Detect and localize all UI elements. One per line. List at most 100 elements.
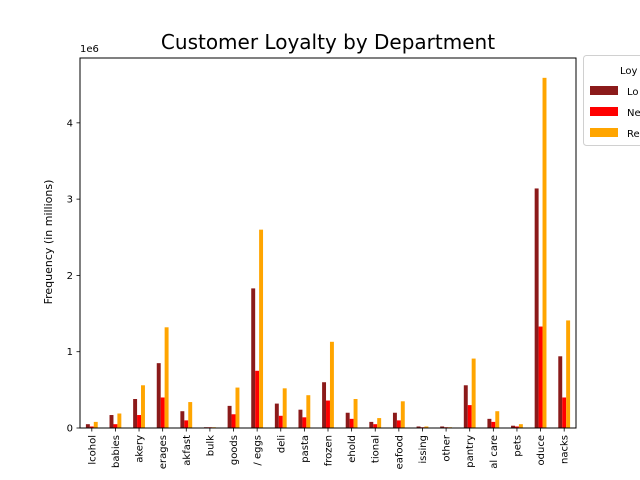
- bar-lo-7: [251, 288, 256, 428]
- bar-re-11: [353, 399, 358, 428]
- x-tick-label: issing: [418, 435, 429, 464]
- bars-group: [85, 77, 571, 428]
- bar-lo-16: [463, 385, 468, 428]
- x-tick-label: frozen: [324, 435, 335, 466]
- y-axis-label: Frequency (in millions): [42, 180, 55, 305]
- x-tick-label: pantry: [465, 435, 476, 468]
- x-tick-label: nacks: [560, 435, 571, 464]
- bar-ne-16: [467, 405, 472, 428]
- bar-lo-17: [487, 418, 492, 428]
- x-axis-ticks: lcohol babies akery erages akfast bulk goods / …: [87, 428, 571, 469]
- bar-lo-4: [180, 411, 185, 428]
- bar-re-4: [188, 402, 193, 428]
- bar-ne-8: [278, 415, 283, 428]
- y-tick-label: 2: [67, 271, 73, 282]
- legend-label-lo: Lo: [627, 87, 639, 98]
- y-scale-label: 1e6: [80, 44, 99, 55]
- x-tick-label: akfast: [182, 435, 193, 466]
- bar-lo-18: [511, 425, 515, 428]
- chart-title: Customer Loyalty by Department: [161, 30, 495, 54]
- legend-label-ne: Ne: [627, 108, 640, 119]
- x-tick-label: pets: [512, 435, 523, 457]
- x-tick-label: deli: [276, 435, 287, 453]
- bar-lo-9: [298, 409, 303, 428]
- x-tick-label: eafood: [394, 435, 405, 469]
- bar-re-1: [117, 413, 122, 428]
- x-tick-label: akery: [135, 435, 146, 463]
- bar-ne-20: [562, 397, 567, 428]
- y-tick-label: 1: [67, 347, 73, 358]
- bar-re-0: [93, 421, 98, 428]
- x-tick-label: tional: [371, 435, 382, 463]
- bar-re-12: [377, 418, 382, 428]
- y-axis-ticks: 0 1 2 3 4: [67, 118, 80, 435]
- bar-ne-19: [538, 326, 543, 428]
- legend-frame: [583, 55, 640, 146]
- bar-ne-18: [514, 426, 519, 428]
- bar-ne-3: [160, 397, 165, 428]
- legend-items: Lo Ne Re: [590, 86, 640, 140]
- bar-ne-7: [255, 370, 260, 428]
- bar-re-20: [566, 320, 571, 428]
- x-tick-label: goods: [229, 435, 240, 465]
- bar-ne-10: [326, 400, 330, 428]
- bar-lo-20: [558, 356, 563, 428]
- bar-ne-12: [373, 424, 378, 428]
- x-tick-label: erages: [158, 435, 169, 469]
- bar-lo-14: [416, 426, 421, 428]
- legend: Loy Lo Ne Re: [583, 55, 640, 146]
- bar-ne-17: [491, 421, 496, 428]
- bar-ne-9: [302, 417, 307, 428]
- bar-lo-0: [85, 424, 90, 428]
- bar-re-19: [542, 77, 547, 428]
- bar-ne-2: [137, 415, 142, 428]
- bar-re-10: [329, 341, 334, 428]
- bar-re-13: [400, 401, 405, 428]
- bar-re-6: [235, 387, 240, 428]
- y-tick-label: 4: [67, 118, 73, 129]
- y-tick-label: 3: [67, 195, 73, 206]
- bar-lo-10: [322, 382, 327, 428]
- x-tick-label: lcohol: [87, 435, 98, 465]
- bar-ne-6: [231, 414, 236, 428]
- bar-ne-1: [113, 424, 118, 428]
- bar-re-16: [471, 358, 476, 428]
- legend-label-re: Re: [627, 129, 640, 140]
- x-tick-label: ehold: [347, 435, 358, 463]
- bar-lo-6: [227, 405, 232, 428]
- x-tick-label: babies: [111, 435, 122, 468]
- x-tick-label: oduce: [536, 435, 547, 465]
- bar-re-18: [518, 424, 523, 428]
- legend-swatch-re: [590, 128, 618, 137]
- bar-lo-2: [133, 399, 138, 428]
- bar-lo-19: [534, 188, 539, 428]
- bar-re-14: [424, 426, 429, 428]
- bar-ne-11: [349, 418, 354, 428]
- bar-ne-0: [89, 426, 94, 428]
- bar-lo-3: [156, 363, 161, 428]
- bar-lo-15: [440, 426, 445, 428]
- bar-re-9: [306, 395, 311, 428]
- bar-lo-13: [392, 412, 397, 428]
- legend-swatch-ne: [590, 107, 618, 116]
- plot-frame: [79, 57, 577, 429]
- bar-lo-8: [274, 403, 279, 428]
- bar-re-3: [164, 327, 169, 428]
- bar-lo-12: [369, 421, 374, 428]
- bar-re-17: [495, 411, 500, 428]
- y-tick-label: 0: [67, 424, 73, 435]
- bar-re-8: [282, 388, 287, 428]
- legend-title: Loy: [620, 66, 638, 77]
- x-tick-label: pasta: [300, 435, 311, 463]
- x-tick-label: other: [442, 434, 453, 462]
- bar-re-2: [141, 385, 145, 428]
- x-tick-label: / eggs: [253, 435, 264, 466]
- bar-lo-1: [109, 415, 114, 428]
- bar-lo-11: [345, 412, 350, 428]
- legend-swatch-lo: [590, 86, 618, 95]
- bar-ne-4: [184, 420, 189, 428]
- bar-re-7: [259, 229, 264, 428]
- bar-ne-13: [396, 420, 401, 428]
